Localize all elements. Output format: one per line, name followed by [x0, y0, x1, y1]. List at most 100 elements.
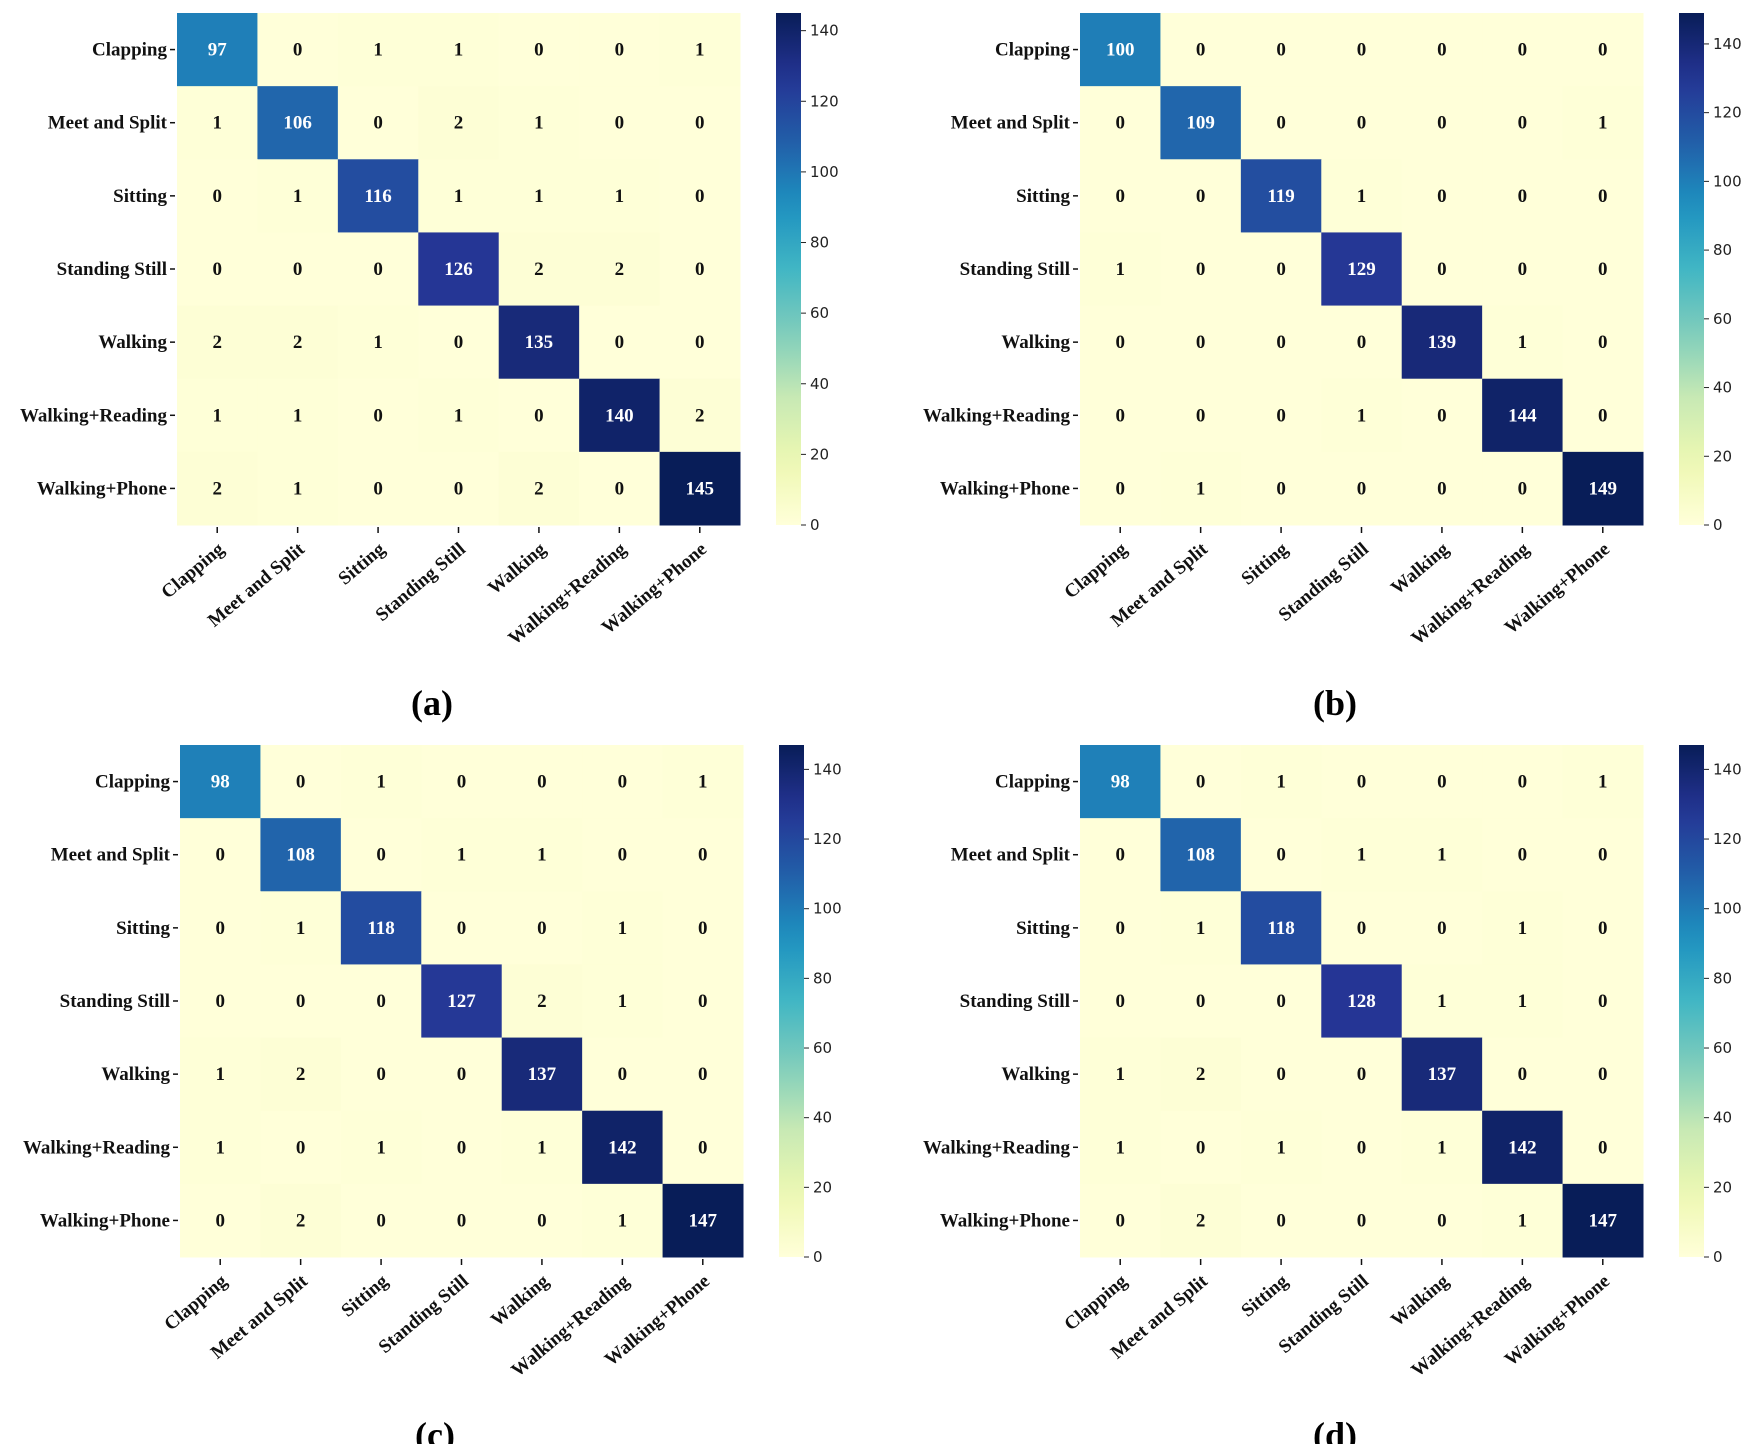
cell-value: 0	[695, 186, 705, 207]
heatmap-cell	[1240, 378, 1322, 453]
heatmap-cell	[421, 1183, 503, 1258]
heatmap-cell	[180, 1037, 261, 1112]
cell-value: 0	[1598, 259, 1608, 280]
cell-value: 0	[1518, 772, 1528, 793]
cell-value: 2	[1196, 1210, 1206, 1231]
heatmap-cell	[582, 1183, 664, 1258]
cell-value: 0	[212, 186, 222, 207]
cell-value: 2	[1196, 1064, 1206, 1085]
cell-value: 1	[296, 918, 306, 939]
heatmap-cell	[1080, 1037, 1161, 1112]
heatmap-cell	[337, 451, 419, 526]
heatmap-cell	[501, 818, 583, 892]
panel-caption: (c)	[415, 1415, 455, 1444]
heatmap-cell	[1401, 305, 1483, 380]
heatmap-cell	[1160, 1037, 1242, 1112]
x-tick-label: Sitting	[1238, 538, 1293, 589]
heatmap-cell	[1401, 86, 1483, 160]
heatmap-cell	[1080, 964, 1161, 1039]
heatmap-cell	[340, 1183, 422, 1258]
heatmap-cell	[180, 964, 261, 1039]
colorbar-tick-label: 80	[813, 969, 832, 987]
heatmap-cell	[1240, 1110, 1322, 1185]
cell-value: 0	[1598, 918, 1608, 939]
cell-value: 0	[1598, 991, 1608, 1012]
heatmap-cell	[1562, 13, 1644, 87]
x-tick-label: Clapping	[1060, 538, 1131, 603]
cell-value: 1	[454, 40, 464, 61]
colorbar	[776, 13, 801, 525]
colorbar	[1679, 745, 1704, 1257]
confusion-matrix-panel: 97 0 1 1 0 0 11 106 0 2 1 0 00 1 116 1 1 1 00 0 0 126 2 2 02 2 1 0 1…	[20, 13, 839, 723]
colorbar-tick-label: 0	[810, 516, 820, 534]
cell-value: 1	[537, 845, 547, 866]
heatmap-cell	[1160, 232, 1242, 307]
colorbar-tick-label: 120	[810, 92, 839, 110]
cell-value: 0	[1437, 113, 1447, 134]
colorbar-tick-label: 40	[1713, 1109, 1732, 1127]
heatmap-cell	[579, 232, 661, 307]
colorbar-tick-label: 40	[810, 375, 829, 393]
cell-value: 0	[1518, 40, 1528, 61]
x-tick-label: Clapping	[157, 538, 228, 603]
cell-value: 2	[296, 1064, 306, 1085]
colorbar-tick-label: 0	[813, 1248, 823, 1266]
heatmap-cell	[1240, 13, 1322, 87]
cell-value: 0	[1518, 1064, 1528, 1085]
cell-value: 0	[1598, 1064, 1608, 1085]
heatmap-cell	[337, 378, 419, 453]
cell-value: 0	[1196, 1137, 1206, 1158]
heatmap-cell	[340, 745, 422, 819]
heatmap-cell	[1080, 13, 1161, 87]
cell-value: 0	[1115, 113, 1125, 134]
heatmap-cell	[337, 13, 419, 87]
cell-value: 1	[293, 405, 303, 426]
y-tick-label: Walking+Reading	[923, 405, 1071, 426]
heatmap-cell	[340, 818, 422, 892]
heatmap-cell	[498, 232, 580, 307]
cell-value: 0	[698, 1137, 708, 1158]
cell-value: 0	[698, 918, 708, 939]
heatmap-cell	[498, 451, 580, 526]
heatmap-cell	[1160, 964, 1242, 1039]
heatmap-cell	[501, 1037, 583, 1112]
cell-value: 144	[1508, 405, 1537, 426]
heatmap-cell	[260, 891, 342, 965]
heatmap-cell	[1321, 1110, 1403, 1185]
x-tick-label: Sitting	[338, 1270, 393, 1321]
heatmap-cell	[1240, 891, 1322, 965]
cell-value: 1	[373, 332, 383, 353]
heatmap-cell	[1401, 964, 1483, 1039]
cell-value: 0	[296, 1137, 306, 1158]
cell-value: 0	[373, 478, 383, 499]
y-tick-label: Walking+Reading	[23, 1137, 171, 1158]
x-tick-label: Walking	[487, 1270, 553, 1331]
y-tick-label: Meet and Split	[951, 113, 1071, 134]
cell-value: 0	[1518, 259, 1528, 280]
heatmap-cell	[1562, 305, 1644, 380]
heatmap-cell	[1401, 1037, 1483, 1112]
heatmap-cell	[579, 13, 661, 87]
cell-value: 116	[364, 186, 391, 207]
heatmap-cell	[418, 86, 500, 160]
cell-value: 0	[1115, 478, 1125, 499]
cell-value: 0	[537, 918, 547, 939]
cell-value: 2	[454, 113, 464, 134]
heatmap-cell	[257, 159, 339, 233]
heatmap-cell	[1482, 86, 1564, 160]
cell-value: 0	[1598, 332, 1608, 353]
heatmap-cell	[1562, 1110, 1644, 1185]
cell-value: 0	[615, 332, 625, 353]
cell-value: 0	[1598, 40, 1608, 61]
cell-value: 1	[1276, 772, 1286, 793]
cell-value: 0	[373, 405, 383, 426]
heatmap-cell	[1160, 1110, 1242, 1185]
heatmap-cell	[257, 451, 339, 526]
cell-value: 0	[454, 332, 464, 353]
heatmap-cell	[337, 232, 419, 307]
cell-value: 1	[534, 186, 544, 207]
cell-value: 2	[293, 332, 303, 353]
heatmap-cell	[1562, 159, 1644, 233]
heatmap-cell	[421, 818, 503, 892]
heatmap-cell	[1160, 305, 1242, 380]
